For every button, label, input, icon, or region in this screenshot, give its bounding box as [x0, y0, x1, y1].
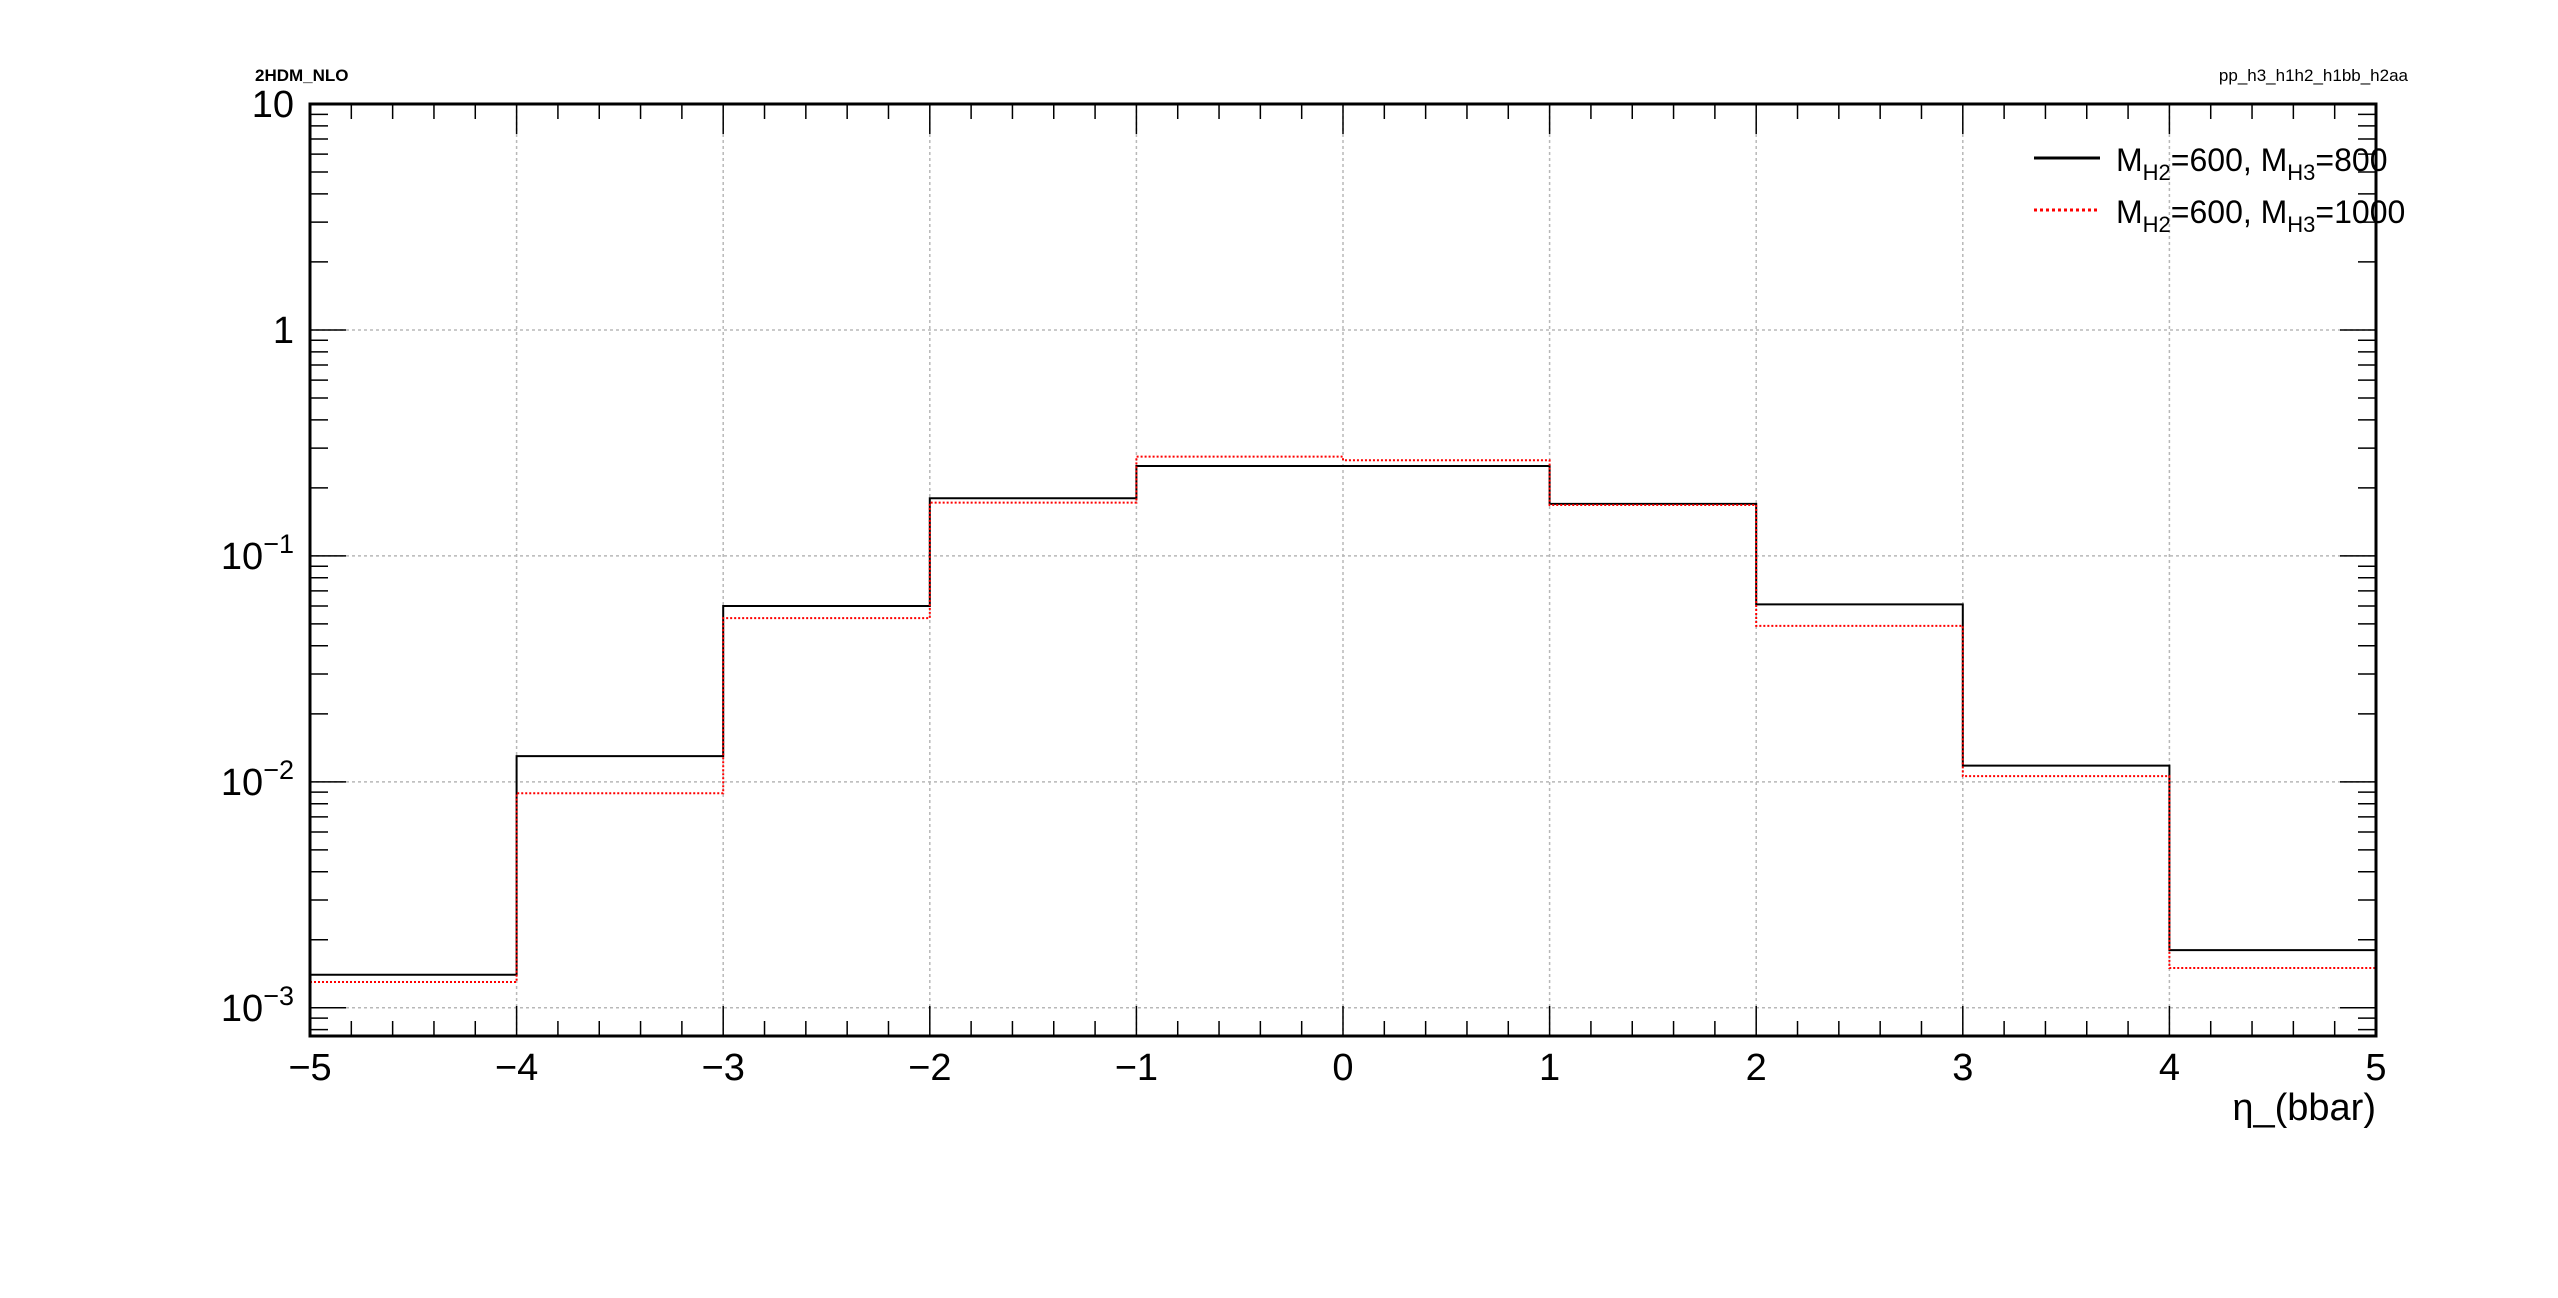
x-axis-title: η_(bbar) [2232, 1087, 2376, 1129]
x-tick-labels: −5 −4 −3 −2 −1 0 1 2 3 4 5 [288, 1047, 2386, 1089]
legend-label-2: MH2=600, MH3=1000 [2116, 194, 2405, 237]
axis-ticks [309, 103, 2377, 1036]
x-tick-label: −5 [288, 1047, 331, 1089]
x-tick-label: 5 [2365, 1047, 2386, 1089]
y-tick-label: 10−1 [221, 529, 294, 578]
y-tick-label: 10−2 [221, 755, 294, 804]
x-tick-label: 3 [1952, 1047, 1973, 1089]
x-tick-label: −3 [702, 1047, 745, 1089]
legend-label-1: MH2=600, MH3=800 [2116, 142, 2388, 185]
histogram-series [310, 455, 2376, 984]
x-tick-label: −2 [908, 1047, 951, 1089]
y-tick-label: 1 [273, 310, 294, 352]
x-tick-label: 2 [1746, 1047, 1767, 1089]
top-left-label: 2HDM_NLO [255, 66, 349, 85]
top-right-label: pp_h3_h1h2_h1bb_h2aa [2218, 66, 2408, 85]
legend: MH2=600, MH3=800 MH2=600, MH3=1000 [2034, 142, 2405, 237]
x-tick-label: 0 [1332, 1047, 1353, 1089]
y-tick-label: 10−3 [221, 981, 294, 1030]
y-tick-labels: 10−3 10−2 10−1 1 10 [221, 84, 294, 1030]
x-tick-label: 4 [2159, 1047, 2180, 1089]
x-tick-label: 1 [1539, 1047, 1560, 1089]
series-2-line [310, 455, 2376, 984]
grid-lines [310, 104, 2376, 1036]
x-tick-label: −4 [495, 1047, 538, 1089]
x-tick-label: −1 [1115, 1047, 1158, 1089]
series-1-line [310, 464, 2376, 976]
y-tick-label: 10 [252, 84, 294, 126]
